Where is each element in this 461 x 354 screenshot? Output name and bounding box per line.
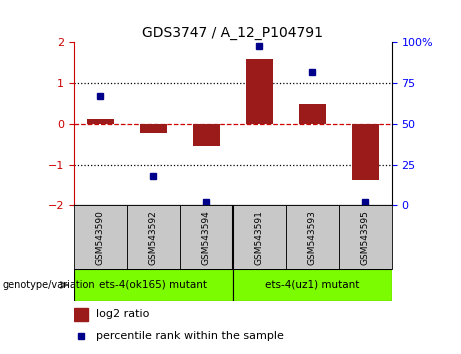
Bar (74, 308, 88, 321)
Bar (339, 205, 392, 269)
Bar (180, 205, 233, 269)
Bar (193, 124, 219, 146)
Text: GSM543591: GSM543591 (255, 210, 264, 265)
Bar (74, 269, 233, 301)
Text: GSM543594: GSM543594 (202, 210, 211, 264)
Text: ets-4(ok165) mutant: ets-4(ok165) mutant (99, 280, 207, 290)
Text: GSM543593: GSM543593 (308, 210, 317, 265)
Text: percentile rank within the sample: percentile rank within the sample (96, 331, 284, 341)
Text: genotype/variation: genotype/variation (2, 280, 95, 290)
Text: log2 ratio: log2 ratio (96, 309, 149, 319)
Bar (233, 269, 392, 301)
Bar (233, 205, 286, 269)
Bar (140, 124, 166, 133)
Bar (299, 104, 325, 124)
Bar (246, 59, 272, 124)
Bar (127, 205, 180, 269)
Text: GSM543590: GSM543590 (96, 210, 105, 265)
Bar (87, 119, 113, 124)
Text: GSM543595: GSM543595 (361, 210, 370, 265)
Bar (286, 205, 339, 269)
Bar (352, 124, 378, 180)
Bar (74, 205, 127, 269)
Title: GDS3747 / A_12_P104791: GDS3747 / A_12_P104791 (142, 26, 323, 40)
Text: ets-4(uz1) mutant: ets-4(uz1) mutant (265, 280, 360, 290)
Text: GSM543592: GSM543592 (149, 210, 158, 264)
